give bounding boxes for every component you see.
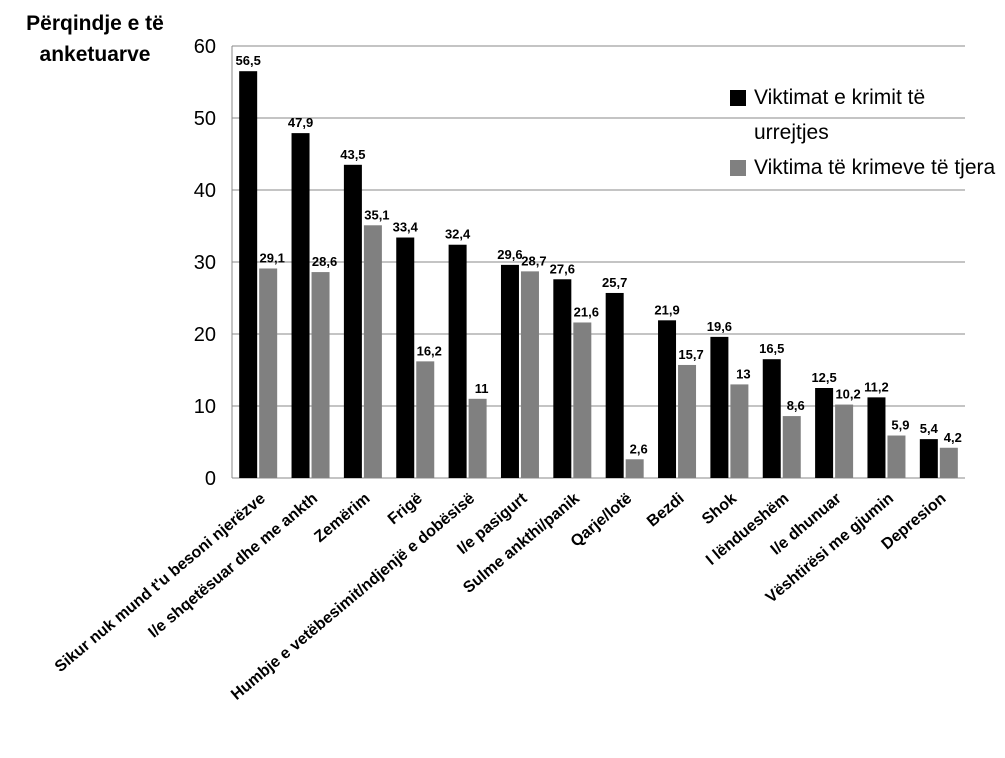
data-label: 29,1 [260, 250, 285, 265]
data-label: 32,4 [445, 227, 471, 242]
bar [416, 361, 435, 478]
legend-item-other-crime: Viktima të krimeve të tjera [730, 150, 1005, 185]
y-tick-label: 60 [194, 36, 216, 58]
legend-swatch-black [730, 90, 746, 106]
bar [520, 271, 539, 478]
y-tick-label: 30 [194, 252, 216, 274]
data-label: 28,7 [521, 253, 546, 268]
x-tick-label: Zemërim [311, 490, 373, 546]
bar [762, 359, 781, 478]
data-label: 56,5 [236, 53, 261, 68]
data-label: 43,5 [340, 147, 365, 162]
x-tick-label: Humbje e vetëbesimit/ndjenjë e dobësisë [228, 490, 478, 704]
data-label: 33,4 [393, 220, 419, 235]
bar [311, 272, 330, 478]
legend-swatch-gray [730, 160, 746, 176]
bar [678, 364, 697, 478]
data-label: 5,4 [920, 421, 939, 436]
y-tick-label: 0 [205, 468, 216, 490]
bar [815, 388, 834, 478]
bar [448, 244, 467, 478]
data-label: 8,6 [787, 398, 805, 413]
data-label: 13 [736, 366, 750, 381]
bar [605, 292, 624, 478]
data-label: 27,6 [550, 261, 575, 276]
x-tick-label: Bezdi [644, 490, 688, 530]
data-label: 12,5 [811, 370, 836, 385]
legend-label: Viktimat e krimit të urrejtjes [754, 86, 926, 144]
bar [259, 268, 278, 478]
bar [625, 459, 644, 478]
bar [291, 133, 310, 478]
x-tick-label: Sikur nuk mund t'u besoni njerëzve [52, 490, 269, 676]
data-label: 11,2 [864, 379, 889, 394]
legend-item-hate-crime: Viktimat e krimit të urrejtjes [730, 80, 1005, 150]
data-label: 16,5 [759, 341, 784, 356]
bars-group [239, 71, 958, 479]
data-label: 16,2 [417, 343, 442, 358]
data-label: 10,2 [835, 387, 860, 402]
y-tick-label: 50 [194, 108, 216, 130]
bar [919, 439, 938, 478]
bar [835, 404, 854, 478]
bar [363, 225, 382, 478]
bar [887, 435, 906, 478]
y-axis-ticks: 0 10 20 30 40 50 60 [194, 36, 216, 490]
y-axis-title: Përqindje e të anketuarve [26, 12, 164, 66]
data-label: 29,6 [497, 247, 522, 262]
data-label: 15,7 [678, 347, 703, 362]
bar [710, 336, 729, 478]
data-label: 47,9 [288, 115, 313, 130]
bar [396, 237, 415, 478]
bar [782, 416, 801, 478]
data-label: 35,1 [364, 207, 389, 222]
y-tick-label: 20 [194, 324, 216, 346]
data-label: 25,7 [602, 275, 627, 290]
legend: Viktimat e krimit të urrejtjes Viktima t… [730, 80, 1005, 185]
bar [867, 397, 886, 478]
bar [658, 320, 677, 478]
bar [468, 398, 487, 478]
data-label: 11 [475, 381, 489, 396]
bar [500, 264, 519, 478]
bar [343, 164, 362, 479]
legend-label: Viktima të krimeve të tjera [754, 156, 996, 179]
bar [239, 71, 258, 478]
data-label: 21,9 [654, 302, 679, 317]
data-label: 19,6 [707, 319, 732, 334]
bar [573, 322, 592, 478]
data-label: 2,6 [630, 441, 648, 456]
data-label: 28,6 [312, 254, 337, 269]
bar [730, 384, 749, 478]
x-tick-label: Frigë [385, 490, 426, 528]
data-label: 21,6 [574, 304, 599, 319]
bar [939, 447, 958, 478]
data-label: 4,2 [944, 430, 962, 445]
y-tick-label: 40 [194, 180, 216, 202]
bar [553, 279, 572, 478]
data-label: 5,9 [891, 418, 909, 433]
y-tick-label: 10 [194, 396, 216, 418]
value-labels: 56,5 29,1 47,9 28,6 43,5 35,1 33,4 16,2 32,4 11 29… [236, 53, 962, 456]
x-tick-label: Shok [699, 490, 740, 528]
